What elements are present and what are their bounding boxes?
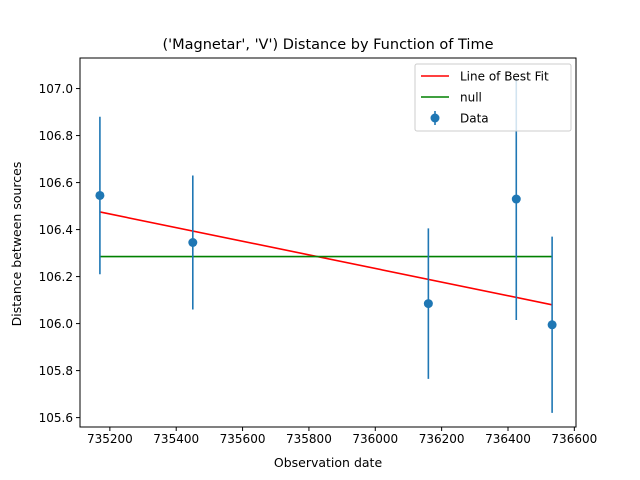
x-tick-label: 736600 — [551, 432, 597, 446]
data-point — [511, 194, 521, 204]
y-tick-label: 106.8 — [39, 129, 73, 143]
x-tick-label: 735400 — [153, 432, 199, 446]
y-tick-label: 105.6 — [39, 411, 73, 425]
data-point — [423, 299, 433, 309]
y-tick-label: 106.0 — [39, 317, 73, 331]
x-tick-label: 736000 — [352, 432, 398, 446]
legend-label: Line of Best Fit — [460, 70, 549, 84]
x-tick-label: 735800 — [286, 432, 332, 446]
axes-frame — [79, 57, 577, 428]
data-point — [188, 238, 198, 247]
y-tick-label: 106.6 — [39, 176, 73, 190]
x-tick-label: 736400 — [485, 432, 531, 446]
legend-marker-swatch — [430, 113, 440, 123]
legend-box — [414, 63, 572, 132]
y-tick-label: 105.8 — [39, 364, 73, 378]
x-axis-label: Observation date — [274, 455, 383, 470]
chart-title: ('Magnetar', 'V') Distance by Function o… — [162, 37, 493, 53]
legend-label: null — [460, 91, 482, 105]
x-tick-label: 735600 — [220, 432, 266, 446]
series-line-0 — [99, 211, 553, 306]
y-tick-label: 106.4 — [39, 223, 73, 237]
legend-label: Data — [460, 112, 489, 126]
plot-area: 735200 735400 735600 735800 736000 736200 7364… — [39, 57, 597, 446]
data-point — [547, 320, 557, 330]
x-tick-label: 736200 — [419, 432, 465, 446]
y-axis-label: Distance between sources — [9, 162, 24, 327]
x-tick-label: 735200 — [87, 432, 133, 446]
legend: Line of Best Fit null Data — [414, 63, 572, 132]
y-tick-label: 107.0 — [39, 82, 73, 96]
data-point — [95, 190, 105, 200]
y-tick-label: 106.2 — [39, 270, 73, 284]
